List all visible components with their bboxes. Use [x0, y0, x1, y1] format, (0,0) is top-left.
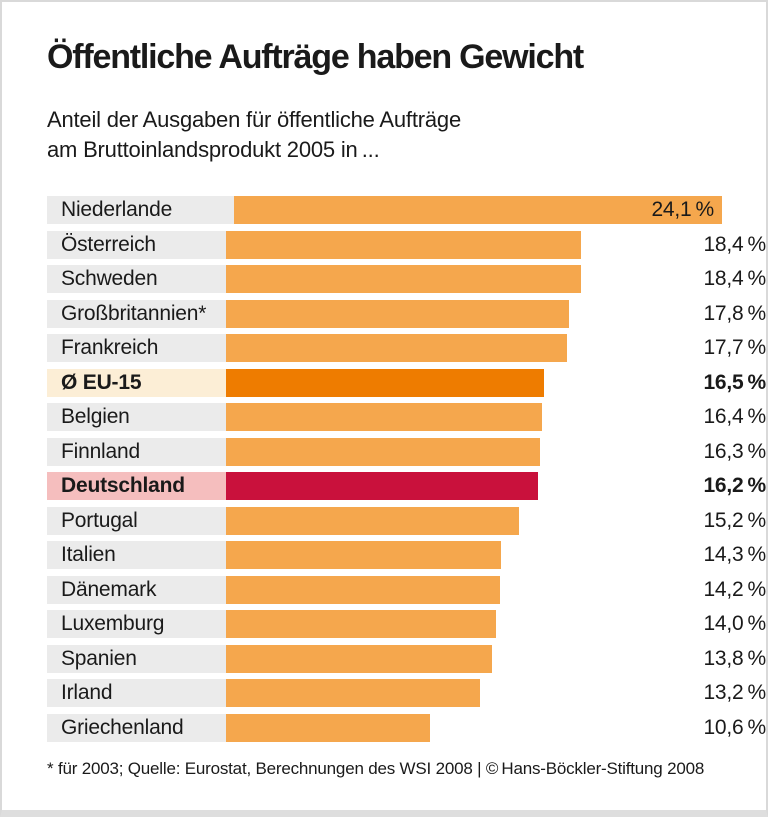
value-label: 15,2 % — [703, 508, 766, 532]
value-bar — [225, 541, 502, 570]
bar-track — [225, 437, 691, 466]
category-label: Frankreich — [47, 334, 226, 363]
value-label: 16,3 % — [703, 439, 766, 463]
category-label: Belgien — [47, 403, 226, 432]
category-label: Niederlande — [47, 196, 234, 225]
chart-row-4: Großbritannien* 17,8 % — [47, 299, 766, 328]
bar-track — [225, 403, 691, 432]
category-label: Irland — [47, 679, 226, 708]
value-bar — [225, 368, 544, 397]
source-footnote: * für 2003; Quelle: Eurostat, Berechnung… — [47, 758, 705, 778]
chart-subtitle-line2: am Bruttoinlandsprodukt 2005 in ... — [47, 137, 380, 163]
bar-track — [225, 541, 691, 570]
bar-track — [225, 299, 691, 328]
bar-track — [225, 265, 691, 294]
value-label: 16,5 % — [703, 370, 766, 394]
chart-row-12: Dänemark 14,2 % — [47, 575, 766, 604]
value-bar — [225, 644, 492, 673]
category-label: Deutschland — [47, 472, 226, 501]
value-label: 17,7 % — [703, 336, 766, 360]
category-label: Ø EU-15 — [47, 368, 226, 397]
bar-chart: Niederlande 24,1 % Österreich 18,4 % Schwede… — [47, 196, 766, 742]
value-bar — [225, 506, 519, 535]
chart-row-6: Ø EU-15 16,5 % — [47, 368, 766, 397]
value-bar — [225, 610, 496, 639]
value-bar — [225, 679, 481, 708]
bar-track — [225, 334, 691, 363]
chart-row-11: Italien 14,3 % — [47, 541, 766, 570]
chart-row-16: Griechenland 10,6 % — [47, 713, 766, 742]
value-label: 18,4 % — [703, 267, 766, 291]
chart-row-10: Portugal 15,2 % — [47, 506, 766, 535]
chart-row-15: Irland 13,2 % — [47, 679, 766, 708]
chart-row-13: Luxemburg 14,0 % — [47, 610, 766, 639]
bar-track — [225, 610, 691, 639]
chart-row-1: Niederlande 24,1 % — [47, 196, 766, 225]
chart-row-5: Frankreich 17,7 % — [47, 334, 766, 363]
category-label: Finnland — [47, 437, 226, 466]
category-label: Luxemburg — [47, 610, 226, 639]
value-bar — [225, 437, 541, 466]
value-bar — [225, 265, 581, 294]
value-label: 24,1 % — [651, 198, 714, 222]
value-bar — [225, 575, 500, 604]
value-label: 17,8 % — [703, 301, 766, 325]
chart-row-9: Deutschland 16,2 % — [47, 472, 766, 501]
category-label: Italien — [47, 541, 226, 570]
chart-subtitle-line1: Anteil der Ausgaben für öffentliche Auft… — [47, 107, 461, 133]
value-label: 16,2 % — [703, 474, 766, 498]
chart-row-8: Finnland 16,3 % — [47, 437, 766, 466]
page-title: Öffentliche Aufträge haben Gewicht — [47, 38, 584, 76]
value-label: 16,4 % — [703, 405, 766, 429]
chart-row-3: Schweden 18,4 % — [47, 265, 766, 294]
chart-row-2: Österreich 18,4 % — [47, 230, 766, 259]
value-label: 10,6 % — [703, 715, 766, 739]
bar-track — [225, 713, 691, 742]
value-label: 13,2 % — [703, 681, 766, 705]
category-label: Großbritannien* — [47, 299, 226, 328]
value-bar — [225, 230, 581, 259]
category-label: Portugal — [47, 506, 226, 535]
bar-track — [225, 644, 691, 673]
chart-subtitle: Anteil der Ausgaben für öffentliche Auft… — [47, 105, 721, 165]
bar-track — [225, 506, 691, 535]
value-bar — [225, 472, 539, 501]
chart-row-7: Belgien 16,4 % — [47, 403, 766, 432]
value-label: 13,8 % — [703, 646, 766, 670]
chart-row-14: Spanien 13,8 % — [47, 644, 766, 673]
category-label: Schweden — [47, 265, 226, 294]
bar-track — [225, 368, 691, 397]
value-bar — [225, 713, 431, 742]
bar-track — [225, 575, 691, 604]
category-label: Dänemark — [47, 575, 226, 604]
value-bar: 24,1 % — [234, 196, 722, 225]
value-label: 14,3 % — [703, 543, 766, 567]
value-bar — [225, 334, 568, 363]
value-bar — [225, 299, 569, 328]
category-label: Österreich — [47, 230, 226, 259]
bar-track — [225, 472, 691, 501]
bar-track — [225, 230, 691, 259]
value-label: 14,0 % — [703, 612, 766, 636]
value-label: 18,4 % — [703, 232, 766, 256]
bar-track — [225, 679, 691, 708]
bar-track: 24,1 % — [234, 196, 722, 225]
category-label: Griechenland — [47, 713, 226, 742]
value-label: 14,2 % — [703, 577, 766, 601]
value-bar — [225, 403, 542, 432]
category-label: Spanien — [47, 644, 226, 673]
